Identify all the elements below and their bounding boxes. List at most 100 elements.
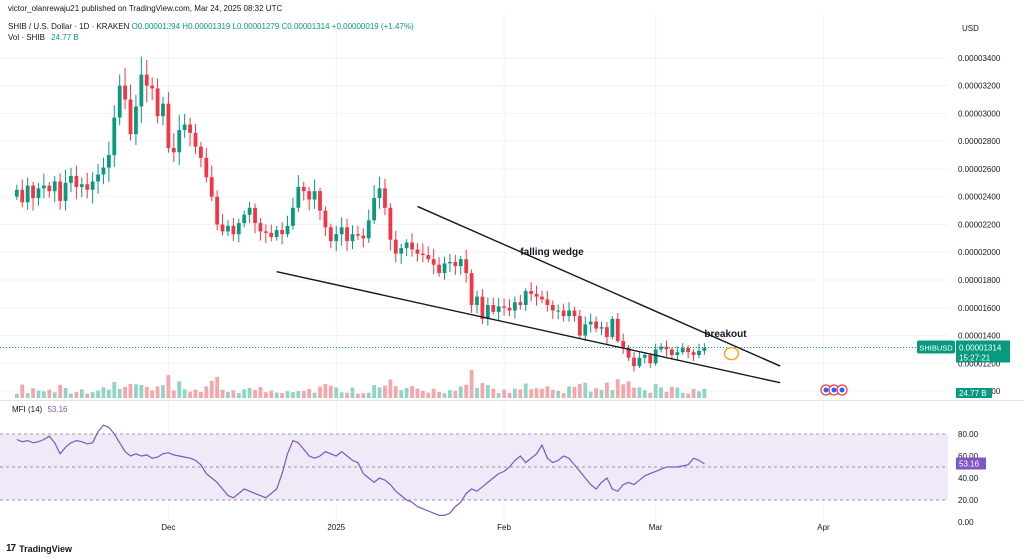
volume-bar bbox=[464, 384, 469, 398]
volume-bar bbox=[567, 386, 571, 398]
candle-body bbox=[670, 349, 674, 355]
candle-body bbox=[301, 186, 306, 192]
candle-body bbox=[366, 220, 371, 239]
candle-body bbox=[188, 124, 192, 133]
candle-body bbox=[58, 181, 63, 201]
x-tick-label: 2025 bbox=[327, 523, 345, 532]
volume-bar bbox=[328, 385, 333, 398]
volume-label: Vol · SHIB bbox=[8, 33, 45, 42]
volume-bar bbox=[426, 392, 431, 398]
candle-body bbox=[599, 327, 604, 329]
volume-bar bbox=[491, 388, 496, 398]
event-flag-icon-dot bbox=[831, 387, 837, 393]
price-tag-value: 0.00001314 bbox=[959, 343, 1002, 352]
volume-bar bbox=[139, 385, 144, 398]
candle-body bbox=[621, 341, 626, 349]
candle-body bbox=[545, 299, 550, 305]
candle-body bbox=[372, 198, 377, 221]
y-tick-label: 0.00003400 bbox=[958, 54, 1001, 63]
tradingview-logo-icon: 17 bbox=[6, 543, 16, 554]
volume-value: 24.77 B bbox=[51, 33, 79, 42]
candle-body bbox=[675, 352, 680, 355]
candle-body bbox=[632, 357, 636, 367]
symbol-name[interactable]: SHIB / U.S. Dollar · 1D · KRAKEN bbox=[8, 22, 130, 31]
candle-body bbox=[47, 185, 52, 192]
volume-bar bbox=[199, 391, 203, 398]
candle-body bbox=[193, 132, 198, 147]
volume-bar bbox=[480, 383, 485, 398]
volume-bar bbox=[204, 386, 209, 398]
volume-bar bbox=[226, 392, 230, 398]
mfi-y-tick-label: 60.00 bbox=[958, 452, 979, 461]
volume-legend: Vol · SHIB 24.77 B bbox=[8, 33, 79, 42]
candle-body bbox=[393, 239, 398, 254]
volume-bar bbox=[377, 387, 382, 398]
candle-body bbox=[480, 296, 485, 319]
volume-bar bbox=[117, 388, 122, 398]
candle-body bbox=[356, 234, 360, 236]
y-tick-label: 0.00002800 bbox=[958, 137, 1001, 146]
volume-bar bbox=[25, 392, 30, 398]
mfi-y-tick-label: 0.00 bbox=[958, 518, 974, 527]
tradingview-logo[interactable]: 17 TradingView bbox=[6, 543, 72, 554]
mfi-y-tick-label: 20.00 bbox=[958, 496, 979, 505]
y-tick-label: 0.00002400 bbox=[958, 193, 1001, 202]
volume-bar bbox=[312, 392, 317, 398]
candle-body bbox=[453, 261, 458, 267]
mfi-legend: MFI (14) 53.16 bbox=[12, 405, 68, 414]
candle-body bbox=[448, 261, 452, 264]
tradingview-brand: TradingView bbox=[19, 543, 72, 554]
trendline-lower bbox=[276, 270, 781, 384]
volume-bar bbox=[366, 392, 371, 398]
candle-body bbox=[686, 348, 691, 353]
volume-bar bbox=[572, 387, 577, 398]
volume-bar bbox=[550, 389, 555, 398]
candle-body bbox=[161, 103, 165, 117]
candle-body bbox=[383, 188, 387, 208]
price-tag bbox=[956, 340, 1010, 363]
candle-body bbox=[334, 234, 339, 242]
volume-bar bbox=[361, 393, 366, 398]
candle-body bbox=[36, 188, 41, 199]
volume-bar bbox=[177, 381, 182, 398]
candle-body bbox=[534, 293, 539, 297]
volume-bar bbox=[610, 390, 615, 398]
candle-body bbox=[642, 354, 647, 358]
candle-body bbox=[258, 223, 263, 232]
volume-bar bbox=[388, 379, 393, 398]
candle-body bbox=[25, 185, 30, 203]
candle-body bbox=[420, 253, 425, 256]
candle-body bbox=[220, 224, 225, 232]
candle-body bbox=[680, 348, 685, 353]
symbol-tag bbox=[917, 340, 955, 354]
volume-bar bbox=[485, 384, 490, 398]
volume-bar bbox=[269, 390, 274, 398]
candle-body bbox=[594, 321, 598, 329]
volume-bar bbox=[123, 386, 127, 398]
volume-bar bbox=[496, 393, 501, 398]
candle-body bbox=[345, 227, 349, 242]
volume-bar bbox=[36, 390, 41, 398]
ohlc-values: O0.00001294 H0.00001319 L0.00001279 C0.0… bbox=[131, 22, 414, 31]
candle-body bbox=[350, 234, 355, 242]
volume-bar bbox=[502, 389, 506, 398]
candle-body bbox=[307, 191, 312, 200]
volume-bar bbox=[469, 370, 474, 398]
candle-body bbox=[231, 225, 236, 235]
volume-bar bbox=[540, 388, 544, 398]
candle-body bbox=[653, 349, 658, 364]
volume-bar bbox=[626, 381, 631, 398]
volume-bar bbox=[74, 392, 79, 398]
event-flag-icon-dot bbox=[823, 387, 829, 393]
volume-bar bbox=[171, 390, 176, 398]
candle-body bbox=[117, 85, 122, 118]
x-tick-label: Dec bbox=[161, 523, 175, 532]
volume-bar bbox=[529, 389, 534, 398]
candle-body bbox=[475, 296, 479, 305]
volume-bar bbox=[182, 389, 187, 398]
candle-body bbox=[85, 184, 90, 190]
candle-body bbox=[415, 249, 420, 254]
volume-bar bbox=[307, 388, 312, 398]
volume-bar bbox=[605, 382, 609, 398]
